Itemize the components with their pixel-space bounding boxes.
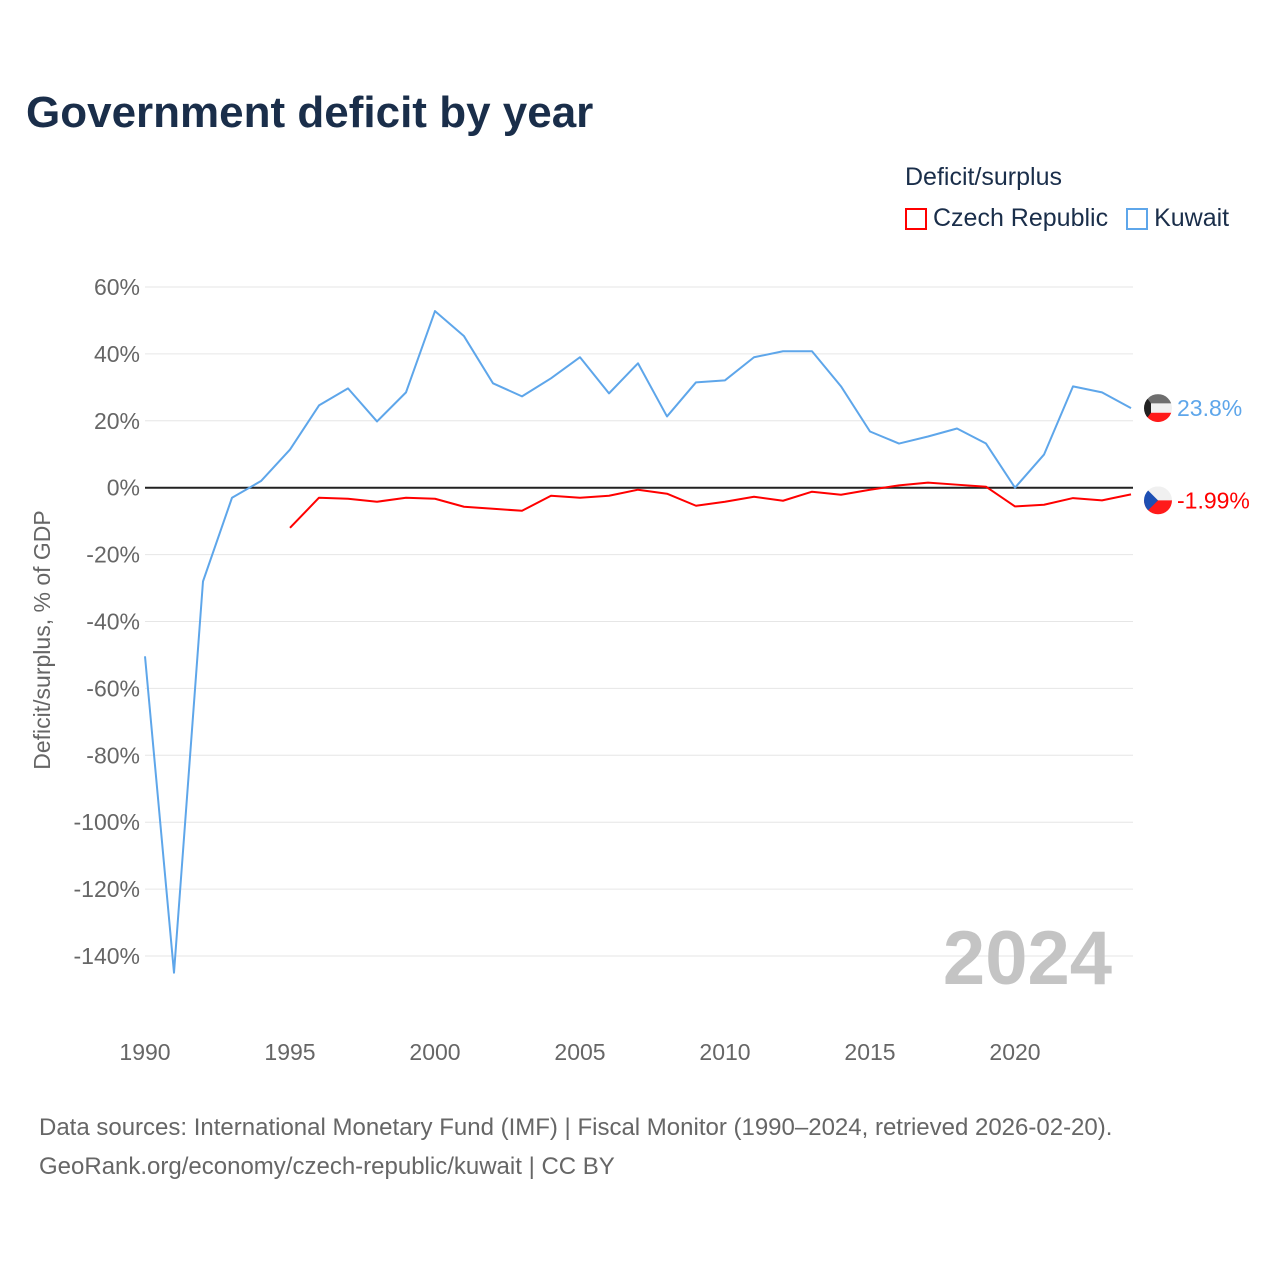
- legend: Czech Republic Kuwait: [905, 204, 1229, 233]
- x-tick-label: 2010: [699, 1039, 750, 1065]
- y-tick-label: 40%: [94, 341, 140, 367]
- y-tick-label: -60%: [86, 675, 140, 701]
- year-watermark: 2024: [943, 916, 1112, 1001]
- x-tick-label: 1990: [119, 1039, 170, 1065]
- chart-plot: 60% 40% 20% 0% -20% -40% -60% -80% -100% -120% -14…: [29, 274, 1250, 1065]
- end-label-kuwait: 23.8%: [1177, 395, 1242, 421]
- y-tick-label: -80%: [86, 742, 140, 768]
- legend-label: Kuwait: [1154, 204, 1230, 232]
- series-line-kuwait: [144, 310, 1132, 974]
- y-tick-label: 0%: [107, 475, 140, 501]
- y-tick-label: 20%: [94, 408, 140, 434]
- x-tick-label: 2015: [844, 1039, 895, 1065]
- legend-item-kuwait[interactable]: Kuwait: [1126, 204, 1229, 233]
- x-tick-label: 2020: [989, 1039, 1040, 1065]
- y-tick-label: -20%: [86, 542, 140, 568]
- end-label-czech-republic: -1.99%: [1177, 487, 1250, 513]
- series-line-czech-republic: [289, 481, 1132, 529]
- y-tick-label: -140%: [74, 943, 140, 969]
- legend-swatch-kuwait: [1126, 207, 1149, 230]
- y-tick-label: -100%: [74, 809, 140, 835]
- x-tick-label: 1995: [264, 1039, 315, 1065]
- y-tick-label: 60%: [94, 274, 140, 300]
- legend-item-czech-republic[interactable]: Czech Republic: [905, 204, 1108, 233]
- y-tick-label: -40%: [86, 609, 140, 635]
- y-axis-label: Deficit/surplus, % of GDP: [29, 510, 55, 769]
- y-tick-label: -120%: [74, 876, 140, 902]
- czech-flag-icon: [1144, 486, 1172, 515]
- legend-label: Czech Republic: [933, 204, 1109, 232]
- attribution-link[interactable]: GeoRank.org/economy/czech-republic/kuwai…: [39, 1153, 615, 1180]
- legend-swatch-czech: [905, 207, 927, 230]
- legend-title: Deficit/surplus: [905, 163, 1062, 191]
- chart-title: Government deficit by year: [26, 88, 594, 137]
- data-sources: Data sources: International Monetary Fun…: [39, 1114, 1113, 1141]
- kuwait-flag-icon: [1144, 394, 1172, 423]
- x-tick-label: 2005: [554, 1039, 605, 1065]
- footer: Data sources: International Monetary Fun…: [39, 1108, 1112, 1186]
- x-tick-label: 2000: [409, 1039, 460, 1065]
